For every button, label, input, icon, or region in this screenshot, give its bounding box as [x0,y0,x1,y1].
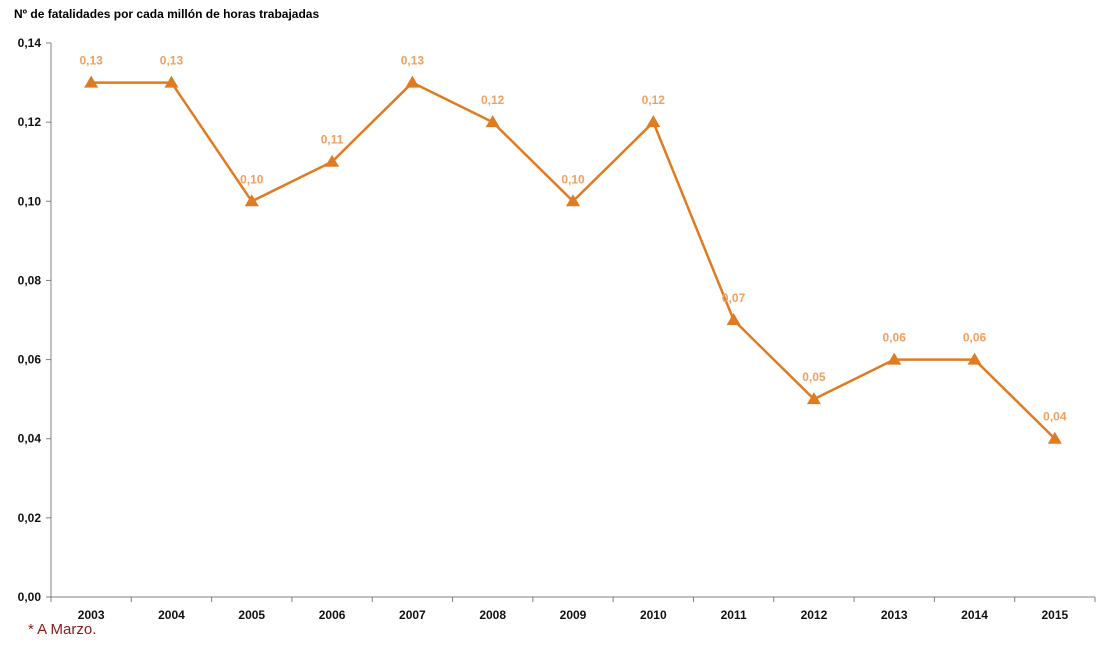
y-tick-label: 0,00 [18,590,42,604]
y-tick-label: 0,10 [18,194,42,208]
series-line-group [84,75,1062,444]
data-label: 0,12 [642,93,666,107]
data-label: 0,12 [481,93,505,107]
data-point-marker [566,194,580,207]
data-label: 0,13 [401,54,425,68]
data-label: 0,10 [240,172,264,186]
x-tick-label: 2012 [801,608,828,622]
y-tick-label: 0,06 [18,353,42,367]
data-label: 0,06 [963,331,987,345]
data-point-marker [806,392,821,405]
data-labels: 0,13 0,13 0,10 0,11 0,13 0,12 0,10 0,12 0,07 0,05… [79,54,1066,424]
x-tick-label: 2005 [238,608,265,622]
data-label: 0,04 [1043,410,1067,424]
y-tick-label: 0,14 [18,36,42,50]
x-tick-label: 2007 [399,608,426,622]
data-point-marker [967,352,982,365]
y-tick-label: 0,08 [18,273,42,287]
data-point-marker [405,75,420,88]
data-point-marker [646,115,661,128]
data-label: 0,06 [883,331,907,345]
y-tick-label: 0,12 [18,115,42,129]
footnote: * A Marzo. [28,621,97,638]
x-tick-label: 2010 [640,608,667,622]
data-label: 0,13 [79,54,103,68]
x-axis: 2003 2004 2005 2006 2007 2008 2009 2010 2011 2012… [50,596,1096,622]
data-point-marker [84,75,99,88]
x-tick-label: 2015 [1041,608,1068,622]
data-point-marker [164,75,179,88]
x-tick-label: 2006 [319,608,346,622]
data-point-marker [726,313,741,325]
data-point-marker [325,154,340,167]
data-label: 0,05 [802,370,826,384]
x-tick-label: 2009 [560,608,587,622]
data-label: 0,13 [160,54,184,68]
data-point-marker [887,352,902,365]
x-tick-label: 2004 [158,608,185,622]
y-tick-label: 0,04 [18,432,42,446]
x-tick-label: 2014 [961,608,988,622]
x-tick-label: 2013 [881,608,908,622]
x-tick-label: 2008 [479,608,506,622]
data-point-marker [244,194,259,207]
y-axis: 0,00 0,02 0,04 0,06 0,08 0,10 0,12 0,14 [18,36,52,604]
series-line [91,81,1056,440]
data-label: 0,10 [561,172,585,186]
x-tick-label: 2011 [721,608,747,622]
data-point-marker [1047,431,1062,444]
data-label: 0,07 [722,291,746,305]
data-label: 0,11 [321,133,344,147]
x-tick-label: 2003 [78,608,105,622]
y-tick-label: 0,02 [18,511,42,525]
data-point-marker [485,115,500,128]
y-axis-title: Nº de fatalidades por cada millón de hor… [14,7,319,21]
